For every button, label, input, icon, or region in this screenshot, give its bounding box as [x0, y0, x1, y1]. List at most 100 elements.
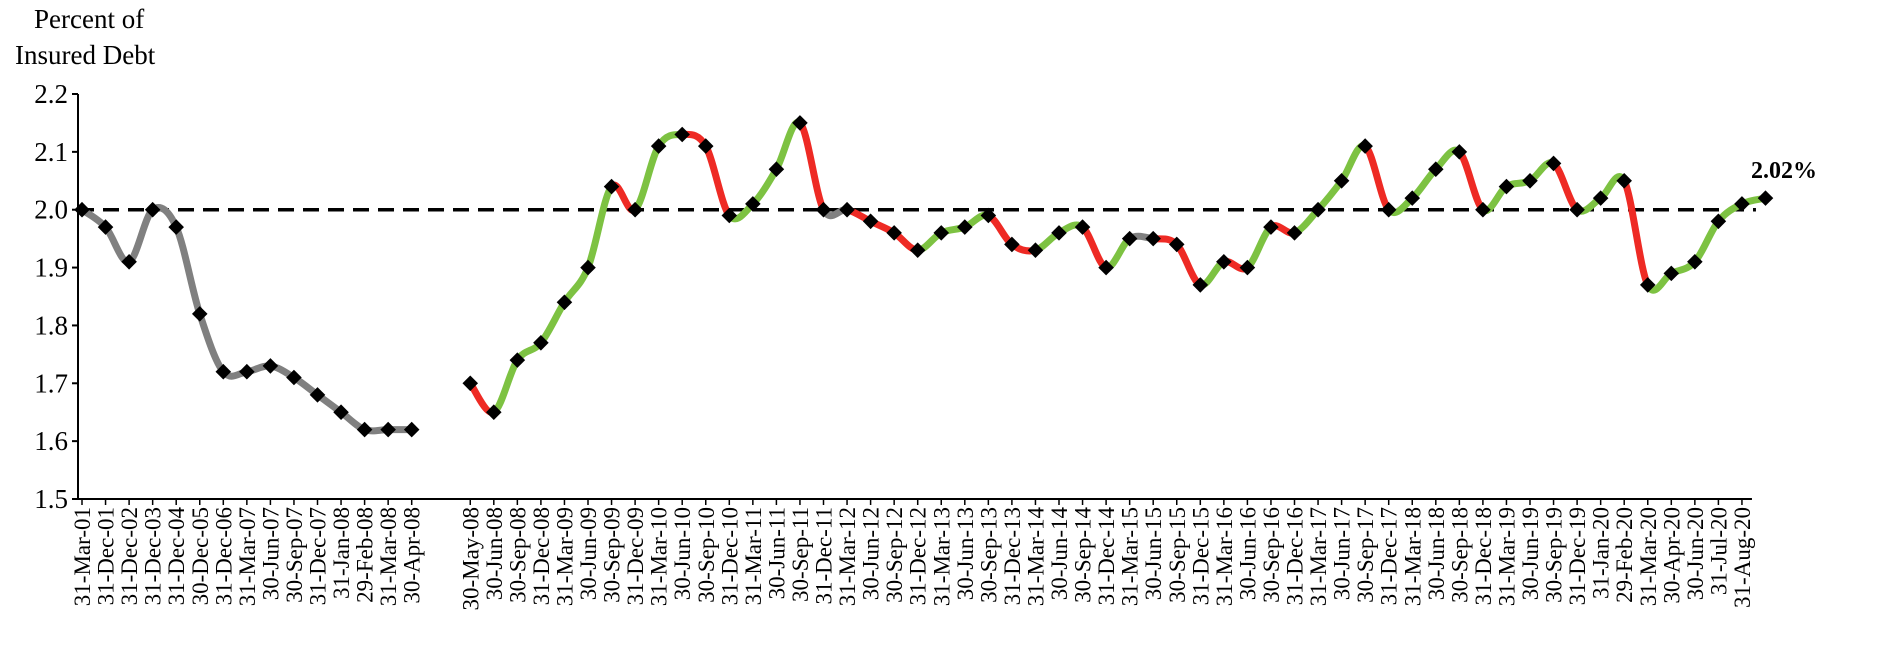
data-point	[1545, 155, 1562, 172]
y-tick-label: 2.2	[34, 79, 68, 109]
data-point	[144, 201, 161, 218]
data-point	[97, 219, 114, 235]
data-point	[1004, 236, 1020, 253]
y-axis-title-line-1: Percent of	[34, 4, 144, 34]
y-tick-label: 2.1	[34, 137, 68, 167]
data-point	[886, 225, 902, 241]
data-point	[1475, 201, 1491, 218]
data-point	[1074, 219, 1091, 235]
y-tick-label: 1.9	[34, 253, 68, 283]
x-tick-label: 31-Dec-16	[1283, 507, 1308, 605]
x-tick-label: 30-Sep-13	[976, 507, 1001, 603]
x-tick-label: 30-Jun-17	[1330, 507, 1355, 600]
x-tick-label: 30-Sep-10	[694, 507, 719, 603]
x-tick-label: 31-Mar-15	[1118, 507, 1143, 606]
x-tick-label: 31-Jul-20	[1706, 507, 1731, 595]
series-segment	[172, 223, 204, 318]
x-tick-label: 31-Dec-12	[906, 507, 931, 605]
x-tick-label: 29-Feb-20	[1612, 507, 1637, 603]
x-tick-label: 31-Dec-13	[1000, 507, 1025, 605]
series-segment	[772, 118, 804, 173]
data-point	[980, 207, 997, 224]
x-tick-label: 31-Mar-17	[1306, 507, 1331, 606]
data-point	[1051, 225, 1067, 241]
series-segment	[1314, 177, 1346, 214]
series-segment	[490, 356, 521, 416]
data-point	[1333, 173, 1350, 189]
data-point	[1121, 230, 1138, 247]
data-point	[697, 138, 714, 154]
x-tick-label: 31-Dec-10	[717, 507, 742, 605]
data-point	[1687, 254, 1703, 270]
data-point	[768, 161, 785, 177]
data-point	[650, 138, 667, 154]
data-point	[1710, 213, 1727, 230]
x-tick-label: 31-Dec-01	[94, 507, 119, 605]
y-axis-ticks: 1.5 1.6 1.7 1.8 1.9 2.0 2.1 2.2	[34, 79, 78, 514]
x-tick-label: 31-Dec-06	[211, 507, 236, 605]
data-point	[1192, 277, 1209, 293]
series-segment	[196, 310, 227, 376]
data-point	[121, 254, 137, 270]
data-point	[1263, 219, 1279, 235]
data-point	[674, 126, 690, 143]
data-point	[1663, 265, 1680, 282]
series-segment	[1361, 142, 1393, 214]
series-segment	[1550, 159, 1581, 214]
data-point	[933, 225, 950, 241]
data-point	[191, 306, 208, 322]
x-tick-label: 30-Jun-19	[1518, 507, 1543, 600]
x-tick-label: 31-Mar-09	[552, 507, 577, 606]
x-tick-label: 30-Sep-09	[600, 507, 625, 603]
series-segment	[1102, 235, 1134, 272]
data-point	[1616, 173, 1632, 189]
series-segment	[1691, 217, 1722, 266]
x-tick-label: 30-Sep-16	[1259, 507, 1284, 603]
x-tick-label: 31-Mar-01	[70, 507, 95, 606]
data-point	[1639, 277, 1656, 293]
data-point	[403, 421, 420, 438]
x-tick-label: 31-Dec-18	[1471, 507, 1496, 605]
series-segment	[796, 119, 827, 214]
data-markers	[74, 115, 1774, 438]
x-tick-label: 30-Sep-08	[505, 507, 530, 603]
x-tick-label: 30-Jun-18	[1424, 507, 1449, 600]
x-tick-label: 30-Jun-14	[1047, 507, 1072, 601]
data-point	[603, 178, 620, 195]
series-segment	[560, 264, 592, 306]
x-tick-label: 31-Dec-17	[1377, 507, 1402, 605]
y-tick-label: 1.6	[34, 426, 68, 456]
x-tick-label: 30-Jun-13	[953, 507, 978, 600]
data-point	[1757, 190, 1774, 206]
last-value-annotation: 2.02%	[1751, 158, 1817, 184]
x-tick-label: 31-Mar-11	[741, 507, 766, 605]
x-tick-label: 31-Mar-20	[1636, 507, 1661, 606]
x-tick-label: 31-Mar-14	[1023, 507, 1048, 607]
x-tick-label: 31-Mar-12	[835, 507, 860, 606]
x-tick-label: 31-Dec-14	[1094, 507, 1119, 606]
data-point	[1145, 230, 1161, 247]
x-tick-label: 31-Aug-20	[1730, 507, 1755, 608]
data-point	[909, 242, 926, 258]
x-tick-label: 30-Apr-08	[400, 507, 425, 604]
data-point	[1380, 201, 1397, 218]
series-segment	[125, 206, 157, 266]
series-segment	[702, 142, 733, 219]
x-tick-label: 31-Dec-09	[623, 507, 648, 605]
data-point	[815, 201, 832, 218]
x-tick-label: 31-Dec-02	[117, 507, 142, 605]
series-segment	[1620, 177, 1652, 289]
x-tick-label: 31-Dec-15	[1188, 507, 1213, 605]
x-axis-ticks: 31-Mar-0131-Dec-0131-Dec-0231-Dec-0331-D…	[70, 499, 1755, 610]
x-tick-label: 31-Jan-08	[329, 507, 354, 599]
x-tick-label: 31-Mar-19	[1494, 507, 1519, 606]
x-tick-label: 30-Sep-12	[882, 507, 907, 603]
series-segment	[537, 298, 568, 347]
y-tick-label: 1.5	[34, 484, 68, 514]
x-tick-label: 30-Apr-20	[1659, 507, 1684, 604]
x-tick-label: 30-Sep-11	[788, 507, 813, 602]
data-point	[1428, 161, 1444, 177]
x-tick-label: 30-Sep-19	[1542, 507, 1567, 603]
data-point	[957, 219, 973, 235]
